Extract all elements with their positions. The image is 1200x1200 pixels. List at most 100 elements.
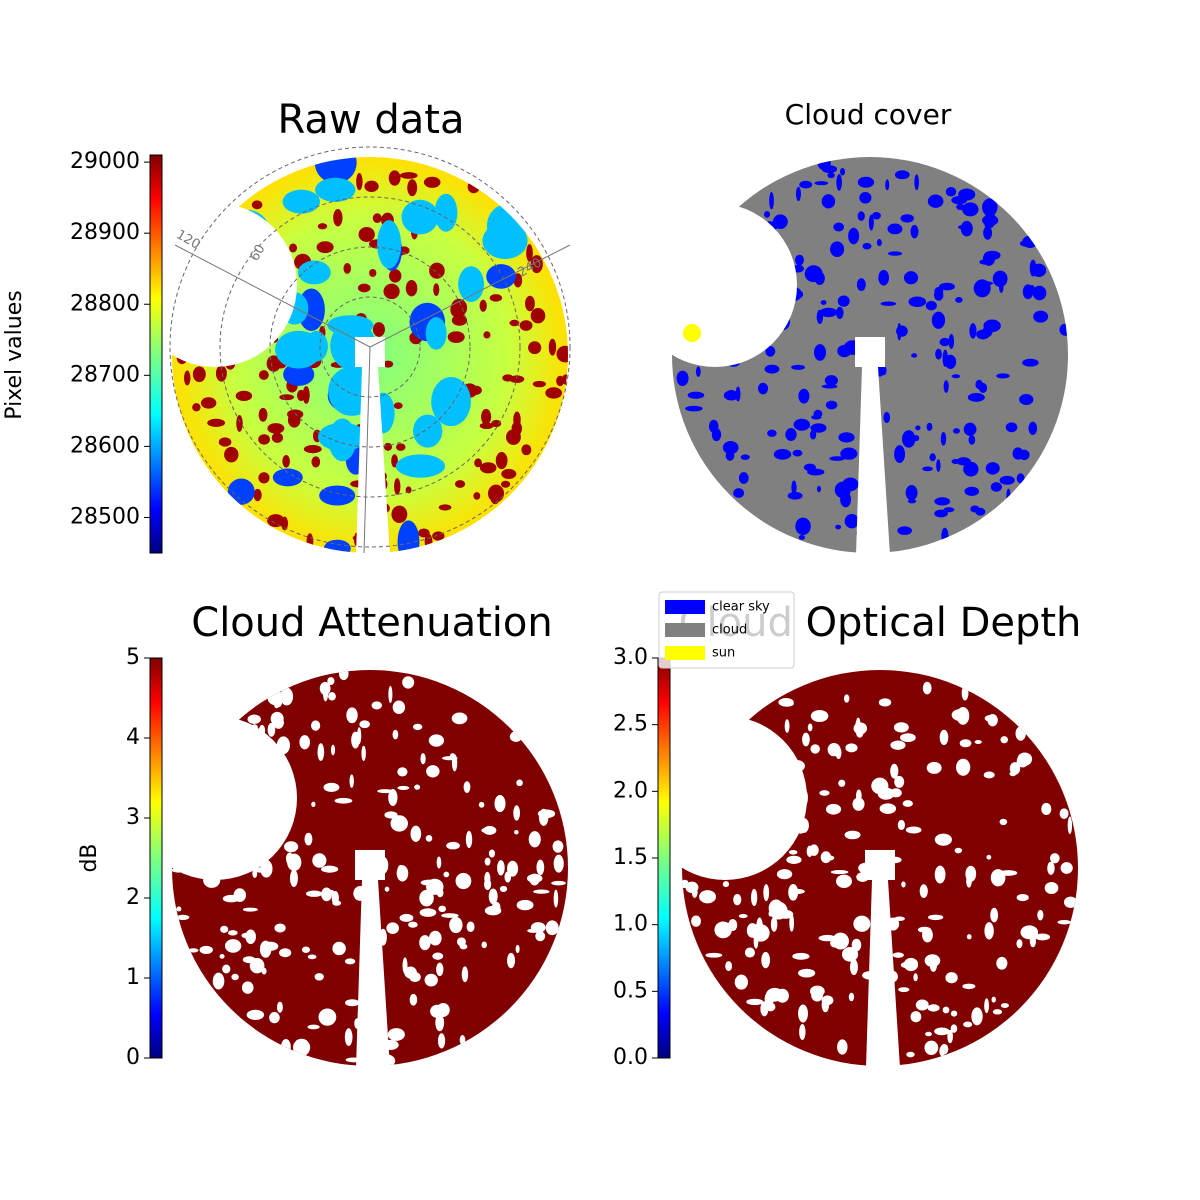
sky-blob: [894, 445, 906, 464]
sky-blob: [960, 220, 973, 237]
sky-blob: [830, 241, 845, 258]
sky-blob: [786, 855, 802, 865]
sky-blob: [433, 283, 440, 297]
sky-blob: [832, 932, 849, 950]
tick-label: 28900: [70, 220, 140, 245]
sky-blob: [545, 920, 559, 936]
sky-blob: [798, 968, 816, 978]
sky-blob: [890, 763, 899, 779]
sky-blob: [975, 507, 986, 516]
legend-label: cloud: [712, 623, 747, 638]
sky-blob: [910, 224, 919, 239]
sky-blob: [333, 209, 343, 227]
sky-blob: [950, 1024, 958, 1033]
sky-blob: [938, 282, 955, 291]
sky-blob: [979, 259, 994, 265]
sky-blob: [877, 371, 883, 377]
sky-blob: [507, 952, 516, 969]
sky-blob: [751, 923, 765, 937]
sky-blob: [879, 803, 897, 814]
sky-blob: [929, 453, 936, 462]
sky-blob: [1059, 323, 1068, 336]
tick-label: 5: [126, 645, 140, 670]
sky-blob: [871, 777, 889, 795]
sky-blob: [192, 366, 206, 383]
sky-blob: [497, 860, 505, 876]
sky-blob: [767, 429, 777, 437]
sky-blob: [956, 758, 971, 776]
sky-blob: [349, 774, 354, 788]
sky-blob: [242, 907, 258, 912]
sky-blob: [738, 472, 749, 484]
sky-blob: [848, 992, 855, 1002]
legend-label: clear sky: [712, 600, 770, 615]
sky-blob: [486, 264, 517, 289]
sky-blob: [799, 180, 813, 189]
sky-blob: [955, 296, 963, 303]
sky-blob: [436, 962, 444, 977]
sky-blob: [479, 462, 497, 474]
sky-blob: [836, 173, 842, 191]
sky-blob: [913, 973, 918, 982]
sky-blob: [945, 972, 958, 984]
sky-blob: [926, 761, 942, 774]
sky-blob: [798, 1004, 808, 1023]
sky-blob: [188, 948, 199, 953]
sky-blob: [788, 883, 799, 901]
sky-blob: [764, 364, 780, 374]
sky-blob: [425, 835, 433, 842]
sky-blob: [449, 916, 463, 934]
sky-blob: [1041, 802, 1052, 816]
sky-blob: [282, 454, 290, 468]
sky-blob: [441, 913, 459, 918]
sky-blob: [423, 176, 441, 188]
sky-blob: [885, 179, 890, 191]
sky-blob: [274, 923, 286, 933]
sky-blob: [992, 270, 1008, 287]
sky-blob: [837, 1039, 848, 1055]
sky-blob: [840, 447, 858, 460]
mask-slit: [356, 367, 390, 555]
sky-blob: [770, 916, 778, 932]
sky-blob: [307, 1024, 320, 1030]
panel-title: Raw data: [278, 97, 465, 143]
sun-marker: [683, 324, 701, 342]
sky-blob: [306, 533, 314, 551]
sky-blob: [971, 1007, 983, 1026]
sky-blob: [1028, 421, 1038, 435]
sky-blob: [399, 913, 414, 922]
sky-blob: [270, 711, 284, 726]
sky-blob: [1033, 310, 1049, 323]
tick-label: 2.5: [613, 712, 648, 737]
sky-blob: [887, 223, 903, 235]
sky-blob: [253, 488, 262, 502]
sky-image: [172, 157, 568, 553]
sky-blob: [247, 714, 261, 724]
sky-blob: [943, 380, 949, 393]
sky-blob: [813, 344, 827, 361]
sky-blob: [787, 491, 803, 500]
sky-blob: [409, 993, 418, 1006]
sky-blob: [906, 1051, 915, 1058]
sky-blob: [302, 386, 310, 404]
sky-blob: [192, 403, 201, 412]
sky-blob: [301, 946, 311, 953]
sky-blob: [316, 241, 334, 254]
sky-blob: [488, 888, 498, 905]
sky-blob: [495, 451, 508, 470]
sky-blob: [876, 238, 882, 247]
sky-blob: [382, 360, 394, 368]
sky-blob: [413, 414, 443, 448]
sky-blob: [279, 948, 292, 958]
sky-blob: [396, 865, 409, 882]
sky-blob: [791, 480, 797, 495]
sky-blob: [818, 934, 837, 942]
sky-blob: [784, 719, 790, 733]
sky-blob: [478, 801, 485, 808]
sky-blob: [357, 283, 371, 293]
sky-blob: [857, 211, 865, 221]
sky-blob: [903, 957, 919, 972]
sky-blob: [328, 889, 335, 895]
sky-blob: [369, 269, 377, 277]
